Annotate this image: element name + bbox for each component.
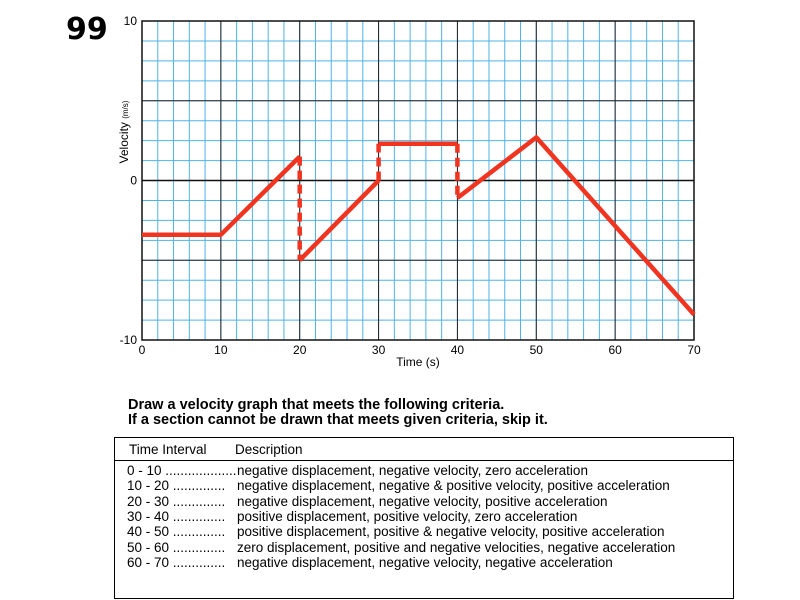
table-row: 40 - 50 .............. positive displace… (115, 524, 733, 539)
x-axis-label: Time (s) (396, 355, 440, 369)
x-tick-label: 0 (139, 343, 146, 357)
table-row: 60 - 70 .............. negative displace… (115, 555, 733, 570)
row-interval: 40 - 50 .............. (127, 524, 226, 540)
row-interval: 20 - 30 .............. (127, 493, 226, 509)
x-tick-label: 30 (372, 343, 386, 357)
table-row: 10 - 20 .............. negative displace… (115, 478, 733, 493)
row-interval: 0 - 10 ...................... (127, 463, 237, 479)
row-interval: 10 - 20 .............. (127, 478, 226, 494)
y-axis-label: Velocity (m/s) (117, 100, 131, 163)
row-description: negative displacement, negative velocity… (237, 554, 613, 570)
y-tick-label: -10 (120, 333, 138, 347)
row-description: zero displacement, positive and negative… (237, 539, 676, 555)
header-description: Description (235, 441, 303, 457)
header-time-interval: Time Interval (129, 441, 207, 457)
velocity-segment (298, 178, 381, 262)
instructions-line-1: Draw a velocity graph that meets the fol… (128, 397, 505, 413)
x-tick-label: 70 (687, 343, 701, 357)
table-row: 30 - 40 .............. positive displace… (115, 509, 733, 524)
row-description: negative displacement, negative & positi… (237, 478, 670, 494)
axes (141, 20, 695, 341)
table-row: 0 - 10 ...................... negative d… (115, 463, 733, 478)
y-axis-unit: (m/s) (121, 100, 130, 119)
table-header: Time Interval Description (115, 438, 733, 461)
table-row: 50 - 60 .............. zero displacement… (115, 539, 733, 555)
velocity-segment (456, 135, 696, 316)
instructions: Draw a velocity graph that meets the fol… (128, 398, 548, 428)
row-description: negative displacement, negative velocity… (237, 463, 588, 479)
row-description: positive displacement, positive velocity… (237, 509, 578, 525)
x-tick-label: 50 (530, 343, 544, 357)
y-tick-label: 10 (124, 14, 138, 28)
criteria-table: Time Interval Description 0 - 10 .......… (114, 437, 734, 599)
row-description: negative displacement, negative velocity… (237, 493, 608, 509)
page-number: 99 (66, 12, 108, 47)
series-layer (142, 135, 696, 316)
instructions-line-2: If a section cannot be drawn that meets … (128, 412, 548, 428)
x-tick-label: 40 (451, 343, 465, 357)
row-description: positive displacement, positive & negati… (237, 524, 665, 540)
y-tick-label: 0 (130, 174, 137, 188)
row-interval: 60 - 70 .............. (127, 554, 226, 570)
table-row: 20 - 30 .............. negative displace… (115, 494, 733, 509)
row-interval: 50 - 60 .............. (127, 539, 226, 555)
x-tick-label: 20 (293, 343, 307, 357)
x-tick-label: 60 (608, 343, 622, 357)
velocity-segment (142, 155, 302, 237)
x-tick-label: 10 (214, 343, 228, 357)
row-interval: 30 - 40 .............. (127, 509, 226, 525)
